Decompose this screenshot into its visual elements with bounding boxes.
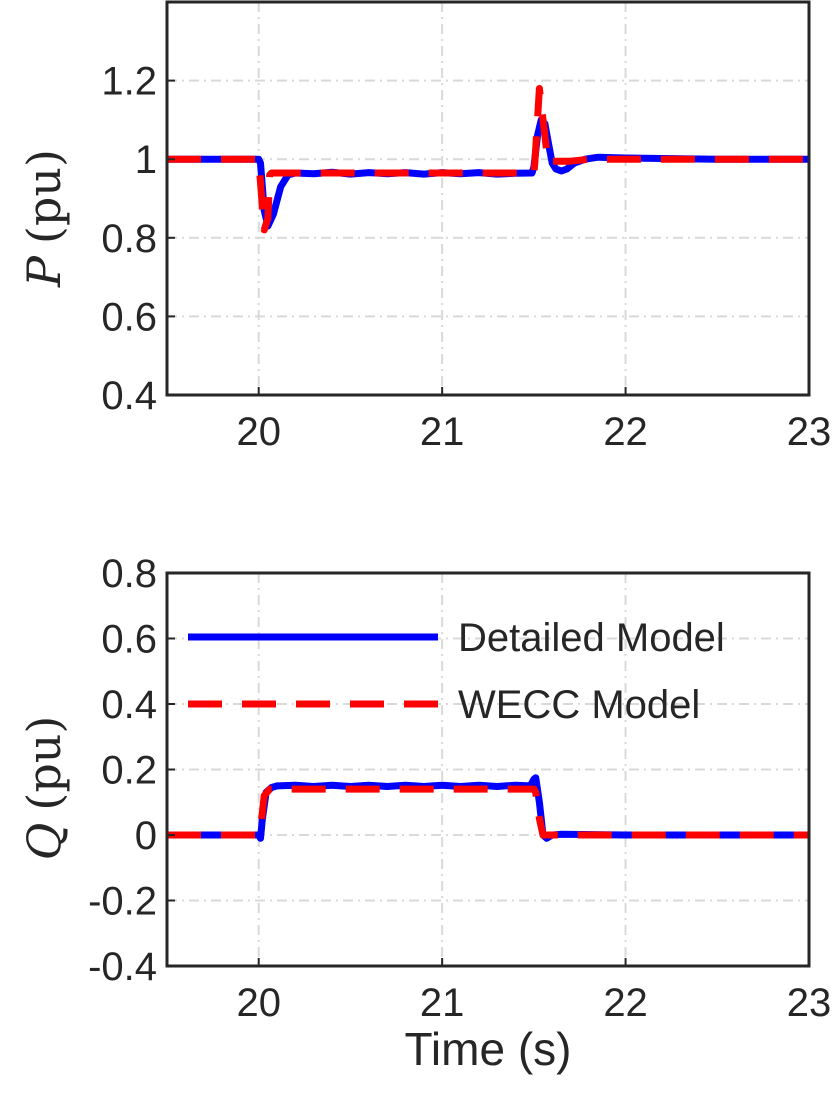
axes-box xyxy=(165,0,811,397)
y-axis-unit: (pu) xyxy=(17,149,71,244)
legend-label: Detailed Model xyxy=(458,616,725,660)
series-line-detailed-model xyxy=(167,116,809,230)
y-tick-label: -0.2 xyxy=(88,880,157,924)
y-tick-label: 1 xyxy=(135,138,157,182)
series-line-wecc-model xyxy=(167,85,809,234)
y-tick-label: 0.6 xyxy=(101,618,157,662)
y-axis-symbol: Q xyxy=(17,823,71,861)
y-axis-unit: (pu) xyxy=(17,716,71,811)
chart-q: 20 21 22 23 -0.4 -0.2 0 0.2 0.4 0.6 0.8 Q (pu) Time (… xyxy=(17,552,831,1075)
y-tick-label: -0.4 xyxy=(88,945,157,989)
series-line-wecc-model xyxy=(167,785,809,839)
y-tick-label: 0.4 xyxy=(101,374,157,418)
x-tick-label: 22 xyxy=(603,410,648,454)
y-tick-label: 0.6 xyxy=(101,295,157,339)
y-axis-symbol: P xyxy=(17,255,71,288)
y-tick-label: 1.2 xyxy=(101,60,157,104)
y-axis-label: Q (pu) xyxy=(17,716,71,861)
series-group xyxy=(167,85,809,234)
series-group xyxy=(167,774,809,842)
x-tick-label: 21 xyxy=(420,410,465,454)
x-tick-label: 22 xyxy=(603,981,648,1025)
y-tick-label: 0.2 xyxy=(101,749,157,793)
y-tick-label: 0.4 xyxy=(101,683,157,727)
legend: Detailed Model WECC Model xyxy=(188,616,725,727)
legend-label: WECC Model xyxy=(458,683,700,727)
x-tick-label: 23 xyxy=(787,410,832,454)
y-axis-label: P (pu) xyxy=(17,149,71,288)
x-tick-label: 23 xyxy=(787,981,832,1025)
x-tick-label: 20 xyxy=(236,410,281,454)
x-tick-label: 21 xyxy=(420,981,465,1025)
y-tick-label: 0.8 xyxy=(101,552,157,596)
x-axis-label: Time (s) xyxy=(405,1023,572,1075)
chart-p: 20 21 22 23 0.4 0.6 0.8 1 1.2 P (pu) xyxy=(17,0,832,454)
y-tick-label: 0.8 xyxy=(101,217,157,261)
y-tick-label: 0 xyxy=(135,814,157,858)
x-tick-label: 20 xyxy=(236,981,281,1025)
